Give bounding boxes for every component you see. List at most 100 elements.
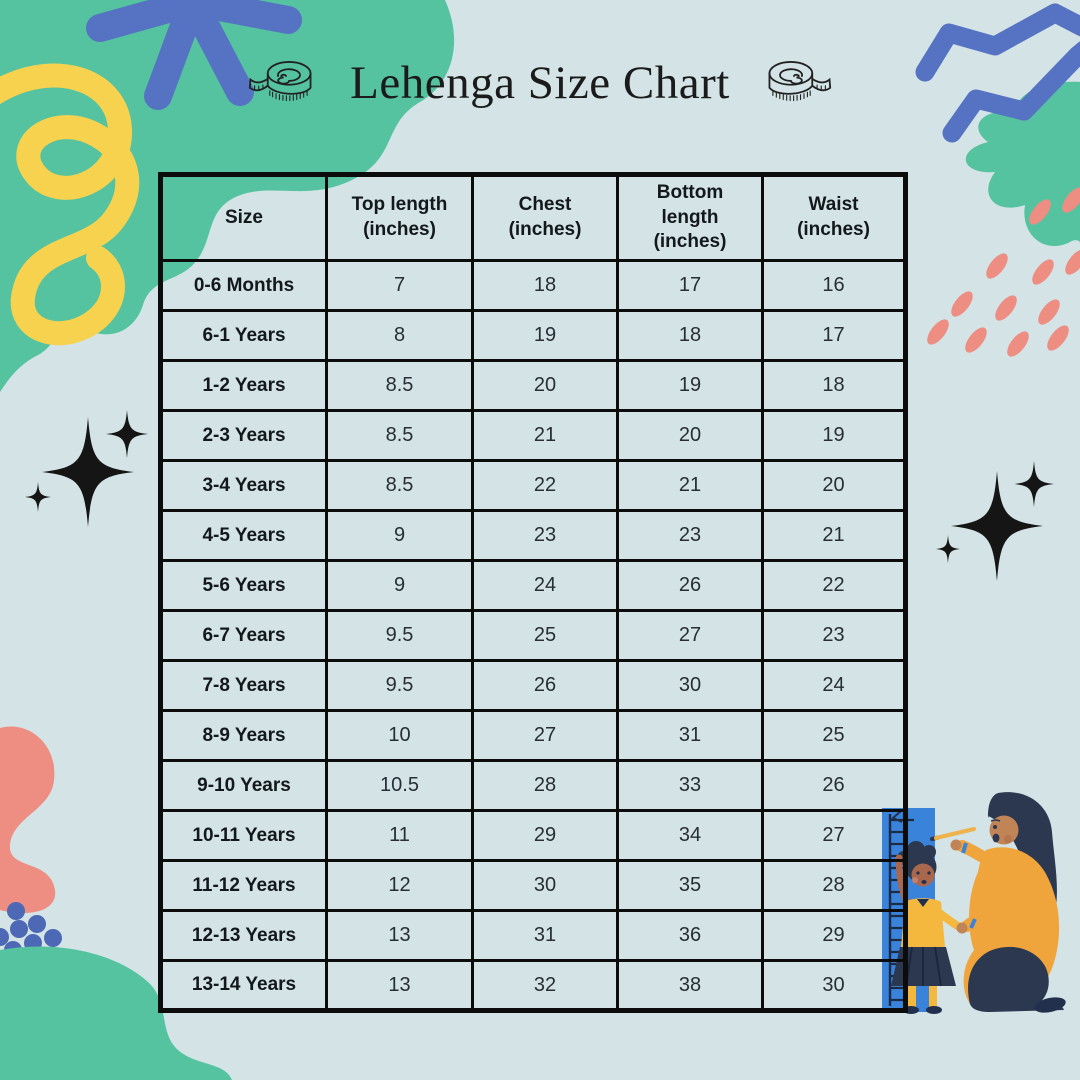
size-table-body: 0-6 Months 7 18 17 16 6-1 Years 8 19 18 17 1-2 Yea…	[159, 259, 907, 1012]
size-cell: 6-1 Years	[159, 309, 328, 362]
value-cell: 28	[761, 859, 907, 912]
value-cell: 28	[471, 759, 619, 812]
size-cell: 4-5 Years	[159, 509, 328, 562]
table-row: 1-2 Years 8.5 20 19 18	[159, 359, 907, 412]
value-cell: 30	[616, 659, 764, 712]
table-header-row: Size Top length (inches) Chest (inches) …	[159, 173, 907, 262]
value-cell: 12	[325, 859, 474, 912]
value-cell: 8.5	[325, 409, 474, 462]
value-cell: 8	[325, 309, 474, 362]
value-cell: 19	[616, 359, 764, 412]
value-cell: 13	[325, 909, 474, 962]
value-cell: 9	[325, 559, 474, 612]
header-line: (inches)	[508, 219, 582, 240]
size-cell: 9-10 Years	[159, 759, 328, 812]
value-cell: 8.5	[325, 359, 474, 412]
value-cell: 20	[471, 359, 619, 412]
value-cell: 16	[761, 259, 907, 312]
value-cell: 18	[761, 359, 907, 412]
size-cell: 3-4 Years	[159, 459, 328, 512]
value-cell: 18	[471, 259, 619, 312]
value-cell: 23	[471, 509, 619, 562]
value-cell: 35	[616, 859, 764, 912]
header-line: Top length	[351, 194, 448, 216]
size-cell: 13-14 Years	[159, 959, 328, 1012]
value-cell: 20	[761, 459, 907, 512]
value-cell: 30	[471, 859, 619, 912]
value-cell: 23	[761, 609, 907, 662]
value-cell: 9	[325, 509, 474, 562]
header-line: (inches)	[797, 219, 870, 240]
value-cell: 26	[471, 659, 619, 712]
table-row: 9-10 Years 10.5 28 33 26	[159, 759, 907, 812]
teal-blob-bottom-left-shape	[0, 946, 232, 1080]
value-cell: 20	[616, 409, 764, 462]
value-cell: 13	[325, 959, 474, 1012]
table-header: Size Top length (inches) Chest (inches) …	[159, 173, 907, 262]
table-row: 8-9 Years 10 27 31 25	[159, 709, 907, 762]
value-cell: 17	[761, 309, 907, 362]
size-cell: 6-7 Years	[159, 609, 328, 662]
table-row: 13-14 Years 13 32 38 30	[159, 959, 907, 1012]
header-line: Chest	[518, 194, 572, 216]
value-cell: 9.5	[325, 609, 474, 662]
value-cell: 30	[761, 959, 907, 1012]
size-cell: 7-8 Years	[159, 659, 328, 712]
size-cell: 11-12 Years	[159, 859, 328, 912]
header-line: length	[661, 206, 719, 228]
column-header-chest: Chest (inches)	[471, 173, 619, 262]
value-cell: 23	[616, 509, 764, 562]
header-line: (inches)	[653, 231, 727, 253]
size-cell: 8-9 Years	[159, 709, 328, 762]
value-cell: 24	[471, 559, 619, 612]
value-cell: 19	[761, 409, 907, 462]
size-cell: 1-2 Years	[159, 359, 328, 412]
value-cell: 10	[325, 709, 474, 762]
value-cell: 19	[471, 309, 619, 362]
size-cell: 5-6 Years	[159, 559, 328, 612]
value-cell: 25	[471, 609, 619, 662]
value-cell: 9.5	[325, 659, 474, 712]
teal-blob-top-right-shape	[965, 81, 1080, 247]
table-row: 12-13 Years 13 31 36 29	[159, 909, 907, 962]
value-cell: 25	[761, 709, 907, 762]
table-row: 5-6 Years 9 24 26 22	[159, 559, 907, 612]
value-cell: 21	[616, 459, 764, 512]
coral-rain-dashes-shape	[927, 187, 1080, 357]
table-row: 2-3 Years 8.5 21 20 19	[159, 409, 907, 462]
value-cell: 27	[761, 809, 907, 862]
value-cell: 18	[616, 309, 764, 362]
column-header-top-length: Top length (inches)	[325, 173, 474, 262]
value-cell: 31	[471, 909, 619, 962]
mother-figure	[930, 792, 1066, 1013]
measuring-tape-icon	[246, 54, 324, 112]
table-row: 3-4 Years 8.5 22 21 20	[159, 459, 907, 512]
sparkles-left-icon	[25, 410, 148, 527]
size-cell: 0-6 Months	[159, 259, 328, 312]
value-cell: 36	[616, 909, 764, 962]
column-header-size: Size	[159, 173, 328, 262]
value-cell: 38	[616, 959, 764, 1012]
title-bar: Lehenga Size Chart	[0, 48, 1080, 118]
value-cell: 7	[325, 259, 474, 312]
value-cell: 29	[471, 809, 619, 862]
table-row: 6-7 Years 9.5 25 27 23	[159, 609, 907, 662]
table-row: 7-8 Years 9.5 26 30 24	[159, 659, 907, 712]
value-cell: 26	[761, 759, 907, 812]
table-row: 4-5 Years 9 23 23 21	[159, 509, 907, 562]
size-chart-table-container: Size Top length (inches) Chest (inches) …	[158, 172, 908, 1013]
header-line: (inches)	[363, 219, 436, 240]
value-cell: 27	[471, 709, 619, 762]
yellow-loop-squiggle-shape	[0, 63, 140, 346]
value-cell: 34	[616, 809, 764, 862]
value-cell: 26	[616, 559, 764, 612]
height-measurement-illustration	[882, 792, 1066, 1014]
measuring-tape-icon	[756, 54, 834, 112]
value-cell: 11	[325, 809, 474, 862]
blue-asterisk-icon	[86, 0, 302, 110]
table-row: 0-6 Months 7 18 17 16	[159, 259, 907, 312]
sparkles-right-icon	[936, 461, 1054, 581]
value-cell: 32	[471, 959, 619, 1012]
value-cell: 10.5	[325, 759, 474, 812]
